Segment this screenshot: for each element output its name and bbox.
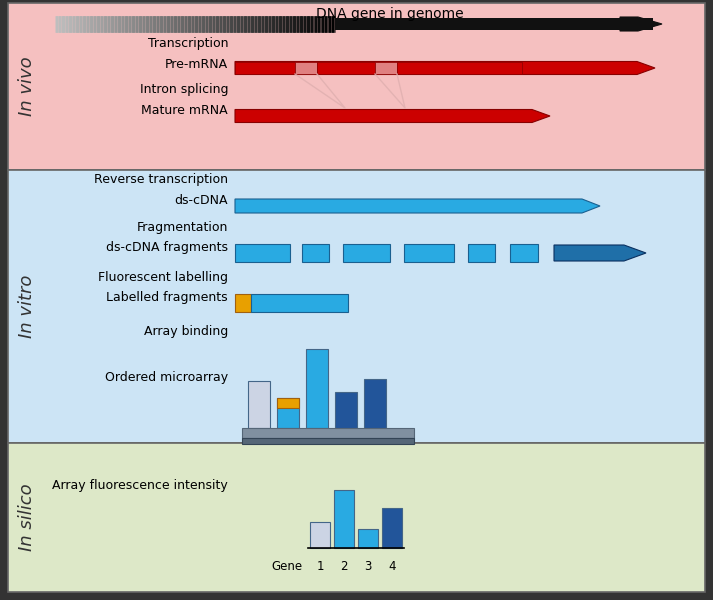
Text: ds-cDNA: ds-cDNA <box>175 194 228 208</box>
Text: Gene: Gene <box>271 560 302 573</box>
Text: Intron splicing: Intron splicing <box>140 82 228 95</box>
Bar <box>277 398 299 408</box>
FancyArrow shape <box>554 245 646 261</box>
Bar <box>248 381 270 428</box>
Text: In vivo: In vivo <box>18 56 36 116</box>
Text: Ordered microarray: Ordered microarray <box>105 371 228 385</box>
Text: Array fluorescence intensity: Array fluorescence intensity <box>52 479 228 491</box>
Bar <box>277 398 299 428</box>
Bar <box>235 62 295 74</box>
Text: 4: 4 <box>389 560 396 573</box>
FancyArrow shape <box>235 61 655 74</box>
Text: Array binding: Array binding <box>144 325 228 338</box>
Text: Reverse transcription: Reverse transcription <box>94 173 228 187</box>
Bar <box>397 62 522 74</box>
Bar <box>8 170 705 443</box>
Text: 1: 1 <box>317 560 324 573</box>
Text: 2: 2 <box>340 560 348 573</box>
Bar <box>306 349 328 428</box>
Bar <box>375 62 397 74</box>
Bar <box>335 18 653 30</box>
Bar <box>310 522 330 548</box>
Bar <box>8 3 705 170</box>
Bar <box>382 508 402 548</box>
FancyArrow shape <box>235 109 550 122</box>
Text: Transcription: Transcription <box>148 37 228 50</box>
Bar <box>8 443 705 592</box>
Bar <box>302 244 329 262</box>
Text: 3: 3 <box>364 560 371 573</box>
Text: ds-cDNA fragments: ds-cDNA fragments <box>106 241 228 254</box>
Bar <box>510 244 538 262</box>
Bar <box>335 392 357 428</box>
Bar <box>242 438 414 444</box>
FancyArrow shape <box>235 199 600 213</box>
FancyArrow shape <box>620 17 662 31</box>
Bar <box>242 428 414 438</box>
Text: DNA gene in genome: DNA gene in genome <box>316 7 464 21</box>
Bar <box>404 244 454 262</box>
Text: Labelled fragments: Labelled fragments <box>106 292 228 304</box>
Bar <box>364 379 386 428</box>
Bar <box>334 490 354 548</box>
Bar <box>235 294 251 312</box>
Bar <box>343 244 390 262</box>
Bar <box>468 244 495 262</box>
Text: In silico: In silico <box>18 484 36 551</box>
Bar <box>295 62 317 74</box>
Bar <box>235 244 290 262</box>
Text: Fluorescent labelling: Fluorescent labelling <box>98 271 228 283</box>
Bar <box>317 62 375 74</box>
Text: Mature mRNA: Mature mRNA <box>141 104 228 118</box>
Bar <box>358 529 378 548</box>
Bar <box>251 294 348 312</box>
Text: In vitro: In vitro <box>18 275 36 338</box>
Text: Fragmentation: Fragmentation <box>137 221 228 235</box>
Text: Pre-mRNA: Pre-mRNA <box>165 58 228 70</box>
